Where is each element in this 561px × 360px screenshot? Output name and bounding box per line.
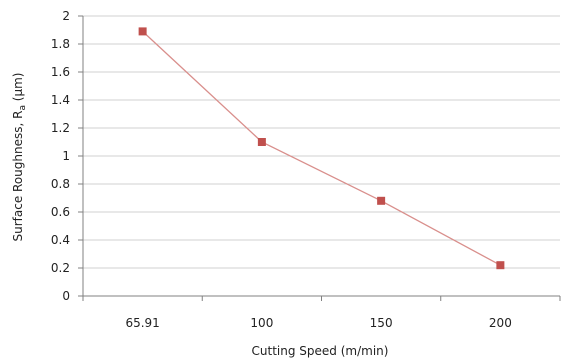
y-tick-label: 0.6 [51,205,70,219]
y-tick-label: 1.8 [51,37,70,51]
x-tick-label: 100 [250,316,273,330]
y-axis-label-subscript: a [18,105,28,111]
data-point [496,261,505,270]
y-axis-label: Surface Roughness, Ra (µm) [11,73,28,242]
y-tick-label: 0.8 [51,177,70,191]
y-tick-label: 1.6 [51,65,70,79]
gridlines [83,15,560,269]
y-tick-label: 0.4 [51,233,70,247]
x-tick-label: 200 [489,316,512,330]
x-tick-label: 150 [370,316,393,330]
series [138,27,505,270]
data-point [138,27,147,36]
tick-labels: 0 0.2 0.4 0.6 0.8 1 1.2 1.4 1.6 1.8 2 65.91 100 150 20… [51,9,512,330]
y-axis-label-unit: (µm) [11,73,25,106]
data-point [257,138,266,146]
axes [78,15,561,301]
data-point [377,196,386,205]
y-tick-label: 1.4 [51,93,70,107]
y-tick-label: 2 [62,9,70,23]
series-line [142,30,501,266]
y-tick-label: 1 [62,149,70,163]
y-tick-label: 0 [62,289,70,303]
x-axis-label: Cutting Speed (m/min) [252,344,389,358]
y-axis-label-main: Surface Roughness, R [11,111,25,242]
y-tick-label: 0.2 [51,261,70,275]
y-tick-label: 1.2 [51,121,70,135]
x-tick-label: 65.91 [125,316,159,330]
